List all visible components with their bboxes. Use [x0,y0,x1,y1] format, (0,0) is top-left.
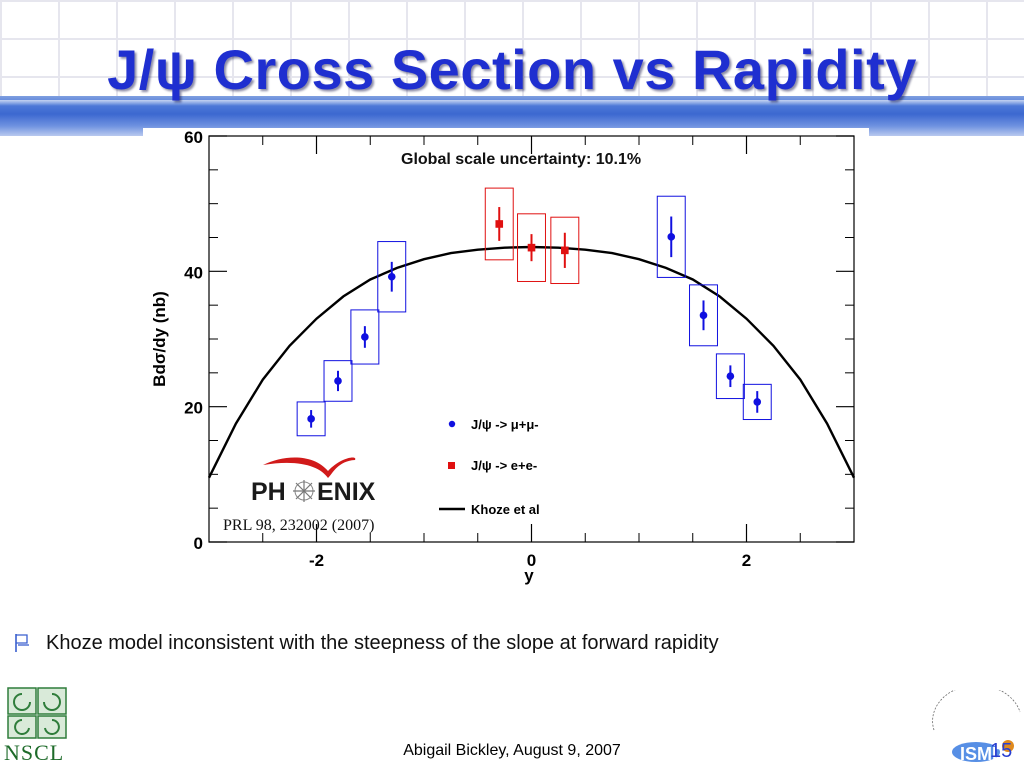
ee-data-point [561,246,569,255]
mumu-data-point [307,415,315,423]
ee-systematic-box [484,187,514,261]
citation-text: PRL 98, 232002 (2007) [223,517,374,534]
mumu-systematic-box [742,383,772,421]
mumu-data-point [361,333,369,341]
ismd-logo: ISMD [932,690,1021,764]
ee-data-point [527,243,536,252]
x-tick-label: 2 [742,551,751,570]
legend: J/ψ -> μ+μ- J/ψ -> e+e- Khoze et al [439,417,540,517]
svg-text:ISMD: ISMD [960,744,1005,764]
mumu-data-point [387,272,396,281]
scale-uncertainty-annotation: Global scale uncertainty: 10.1% [401,151,641,168]
header-band-shine [0,100,1024,106]
y-tick-label: 60 [184,128,203,147]
nscl-logo-text: NSCL [4,740,65,765]
plot-panel: 0 20 40 60 -2 0 2 Global scale uncertainty: 10… [143,128,869,590]
phenix-bird-icon [263,457,356,478]
rapidity-chart: 0 20 40 60 -2 0 2 Global scale uncertainty: 10… [150,128,856,585]
flag-bullet-icon [15,634,29,652]
legend-khoze-label: Khoze et al [471,502,540,517]
mumu-systematic-box [715,353,745,400]
slide-number: 15 [990,740,1013,762]
mumu-data-point [667,233,676,241]
mumu-data-point [334,377,342,385]
mumu-systematic-box [350,309,380,365]
mumu-data-point [753,398,762,406]
phenix-logo: PH ENIX [251,457,376,506]
ee-data-point [495,220,504,228]
header-grid-background [0,0,1024,100]
plot-frame [208,135,855,543]
nscl-logo [7,687,67,739]
y-axis-label: Bdσ/dy (nb) [150,291,169,387]
mumu-systematic-box [656,195,686,278]
legend-ee-label: J/ψ -> e+e- [471,458,537,473]
y-tick-label: 40 [184,263,203,282]
data-points-layer [296,187,772,437]
tick-marks: 0 20 40 60 -2 0 2 [184,128,855,570]
mumu-systematic-box [296,401,326,437]
ee-systematic-box [517,213,546,282]
legend-mumu-marker [448,420,456,428]
legend-mumu-label: J/ψ -> μ+μ- [471,417,539,432]
ee-systematic-box [550,216,580,285]
y-tick-label: 0 [194,534,203,553]
footer-author-date: Abigail Bickley, August 9, 2007 [403,742,621,759]
mumu-data-point [699,311,708,320]
mumu-systematic-box [689,284,718,347]
legend-ee-marker [448,462,455,469]
bullet-text: Khoze model inconsistent with the steepn… [46,631,719,654]
x-tick-label: 0 [527,551,536,570]
phenix-star-icon [293,480,315,502]
phenix-wordmark-right: ENIX [317,478,376,506]
phenix-wordmark-left: PH [251,478,286,506]
y-tick-label: 20 [184,399,203,418]
mumu-systematic-box [323,360,353,402]
slide-title: J/ψ Cross Section vs Rapidity [107,38,917,101]
x-tick-label: -2 [309,551,324,570]
mumu-systematic-box [377,241,407,313]
bullet-item: Khoze model inconsistent with the steepn… [12,629,719,657]
mumu-data-point [726,372,735,381]
x-axis-label: y [524,566,534,585]
